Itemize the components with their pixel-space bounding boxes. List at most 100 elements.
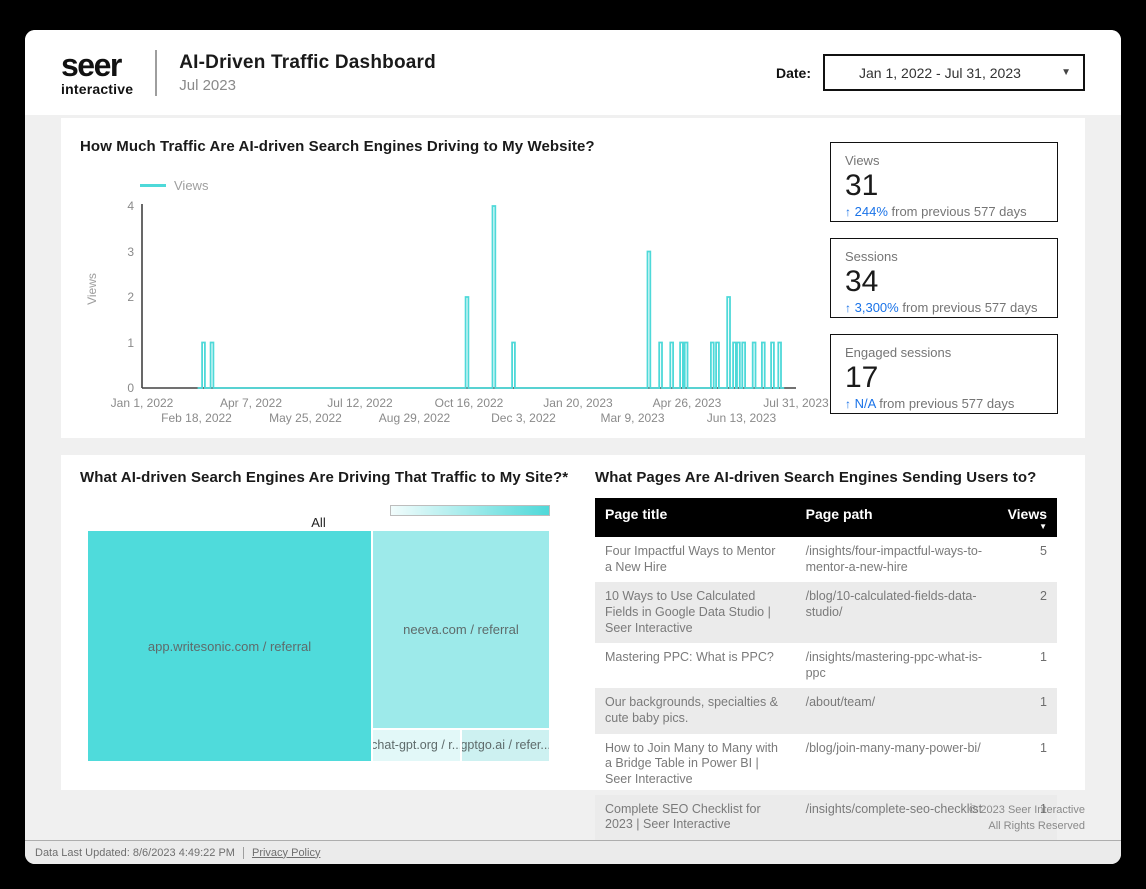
treemap-color-scale — [390, 505, 550, 516]
header-divider — [155, 49, 158, 96]
table-row: Our backgrounds, specialties & cute baby… — [595, 688, 1057, 734]
cell-page-title: Mastering PPC: What is PPC? — [605, 650, 774, 665]
scorecard-sessions: Sessions 34 ↑ 3,300% from previous 577 day… — [830, 238, 1058, 318]
scorecard-delta-pct: N/A — [854, 396, 876, 411]
cell-views: 1 — [1040, 650, 1047, 665]
x-tick-label: Mar 9, 2023 — [600, 411, 665, 425]
x-tick-label: Aug 29, 2022 — [378, 411, 451, 425]
pages-table: Page title Page path Views ▼ Four Impact… — [595, 498, 1057, 840]
x-tick-label: Jan 1, 2022 — [110, 396, 174, 410]
column-header-page-title[interactable]: Page title — [595, 498, 796, 537]
dashboard-window: seer interactive AI-Driven Traffic Dashb… — [25, 30, 1121, 864]
x-tick-label: Apr 7, 2022 — [219, 396, 283, 410]
scorecard-views: Views 31 ↑ 244% from previous 577 days — [830, 142, 1058, 222]
x-tick-label: Jul 12, 2022 — [327, 396, 393, 410]
scorecard-label: Engaged sessions — [845, 345, 952, 360]
views-header-label: Views — [1007, 506, 1047, 522]
scorecard-value: 31 — [845, 169, 879, 202]
x-tick-label: Jul 31, 2023 — [763, 396, 829, 410]
cell-views: 1 — [1040, 695, 1047, 710]
scorecard-value: 34 — [845, 265, 879, 298]
status-bar-divider — [242, 846, 244, 859]
copyright-line1: © 2023 Seer Interactive — [969, 804, 1085, 816]
y-tick-label: 2 — [127, 290, 134, 304]
treemap-root-label: All — [311, 515, 326, 530]
treemap-cell-neeva.com[interactable]: neeva.com / referral — [372, 531, 549, 728]
cell-page-title: Four Impactful Ways to Mentor a New Hire — [605, 544, 776, 574]
traffic-card: How Much Traffic Are AI-driven Search En… — [61, 118, 1085, 438]
scorecard-delta: ↑ N/A from previous 577 days — [845, 396, 1043, 411]
sources-section-title: What AI-driven Search Engines Are Drivin… — [80, 469, 569, 486]
sources-treemap: app.writesonic.com / referral neeva.com /… — [88, 531, 549, 761]
x-tick-label: Apr 26, 2023 — [652, 396, 722, 410]
table-row: 10 Ways to Use Calculated Fields in Goog… — [595, 582, 1057, 644]
y-tick-label: 3 — [127, 244, 134, 259]
date-range-picker[interactable]: Jan 1, 2022 - Jul 31, 2023 ▼ — [823, 54, 1085, 91]
x-tick-label: Dec 3, 2022 — [491, 411, 556, 425]
traffic-section-title: How Much Traffic Are AI-driven Search En… — [80, 138, 595, 155]
table-row: Complete SEO Checklist for 2023 | Seer I… — [595, 794, 1057, 840]
cell-page-title: 10 Ways to Use Calculated Fields in Goog… — [605, 589, 771, 635]
sort-desc-icon: ▼ — [1039, 522, 1047, 531]
pages-table-header-row: Page title Page path Views ▼ — [595, 498, 1057, 537]
scorecard-engaged-sessions: Engaged sessions 17 ↑ N/A from previous 57… — [830, 334, 1058, 414]
line-chart-plot — [141, 204, 796, 389]
scorecard-delta: ↑ 244% from previous 577 days — [845, 204, 1043, 219]
copyright-line2: All Rights Reserved — [988, 819, 1085, 832]
table-row: Four Impactful Ways to Mentor a New Hire… — [595, 537, 1057, 582]
x-tick-label: May 25, 2022 — [269, 411, 342, 425]
cell-page-title: Our backgrounds, specialties & cute baby… — [605, 695, 779, 725]
scorecard-delta-pct: 3,300% — [854, 300, 899, 315]
details-card: What AI-driven Search Engines Are Drivin… — [61, 455, 1085, 840]
cell-views: 1 — [1040, 801, 1047, 816]
last-updated-text: Data Last Updated: 8/6/2023 4:49:22 PM — [35, 846, 235, 859]
cell-page-path: /blog/10-calculated-fields-data-studio/ — [805, 589, 977, 619]
date-label: Date: — [775, 64, 811, 81]
y-tick-label: 0 — [127, 381, 134, 395]
arrow-up-icon: ↑ — [845, 397, 851, 411]
privacy-policy-link[interactable]: Privacy Policy — [251, 846, 321, 859]
arrow-up-icon: ↑ — [845, 205, 851, 219]
cell-page-path: /about/team/ — [805, 695, 876, 710]
logo-subtext: interactive — [61, 81, 134, 97]
views-series-line — [197, 205, 785, 389]
column-header-views[interactable]: Views ▼ — [997, 498, 1057, 537]
arrow-up-icon: ↑ — [845, 301, 851, 315]
cell-page-path: /insights/complete-seo-checklist — [805, 801, 983, 816]
logo-wordmark: seer — [61, 47, 122, 83]
seer-logo: seer interactive — [61, 49, 133, 96]
scorecard-column: Views 31 ↑ 244% from previous 577 days Sess… — [830, 142, 1058, 430]
treemap-cell-gptgo.ai[interactable]: gptgo.ai / refer... — [462, 729, 549, 761]
scorecard-delta: ↑ 3,300% from previous 577 days — [845, 300, 1043, 315]
treemap-cell-chat-gpt.org[interactable]: chat-gpt.org / r... — [372, 729, 461, 761]
table-row: Mastering PPC: What is PPC? /insights/mas… — [595, 643, 1057, 688]
page-title: AI-Driven Traffic Dashboard — [179, 51, 436, 73]
column-header-page-path[interactable]: Page path — [795, 498, 998, 537]
chevron-down-icon: ▼ — [1061, 67, 1071, 78]
scorecard-delta-pct: 244% — [854, 204, 888, 219]
legend-label: Views — [174, 178, 209, 193]
scorecard-delta-suffix: from previous 577 days — [902, 300, 1038, 315]
cell-page-path: /insights/four-impactful-ways-to-mentor-… — [805, 544, 983, 574]
y-tick-label: 1 — [127, 335, 134, 350]
treemap-cell-app.writesonic.com[interactable]: app.writesonic.com / referral — [88, 531, 372, 761]
scorecard-delta-suffix: from previous 577 days — [891, 204, 1027, 219]
x-tick-label: Jun 13, 2023 — [706, 411, 777, 425]
y-axis-label: Views — [84, 273, 99, 305]
treemap-cell-label: neeva.com / referral — [403, 621, 519, 637]
treemap-cell-label: gptgo.ai / refer... — [462, 738, 549, 753]
x-tick-label: Jan 20, 2023 — [543, 396, 613, 410]
table-row: How to Join Many to Many with a Bridge T… — [595, 734, 1057, 795]
x-tick-label: Oct 16, 2022 — [434, 396, 504, 410]
page-subtitle: Jul 2023 — [179, 76, 236, 94]
header: seer interactive AI-Driven Traffic Dashb… — [25, 30, 1121, 115]
views-line-chart: Views Views 0 1 2 3 4 Jan 1, 2022 Apr 7, 2022… — [80, 172, 850, 427]
treemap-cell-label: app.writesonic.com / referral — [147, 638, 312, 654]
x-tick-label: Feb 18, 2022 — [161, 411, 232, 425]
report-body: How Much Traffic Are AI-driven Search En… — [25, 115, 1121, 840]
date-range-value: Jan 1, 2022 - Jul 31, 2023 — [859, 64, 1021, 81]
cell-page-path: /blog/join-many-many-power-bi/ — [805, 740, 981, 755]
cell-views: 5 — [1040, 544, 1047, 558]
title-block: AI-Driven Traffic Dashboard Jul 2023 — [179, 52, 436, 94]
